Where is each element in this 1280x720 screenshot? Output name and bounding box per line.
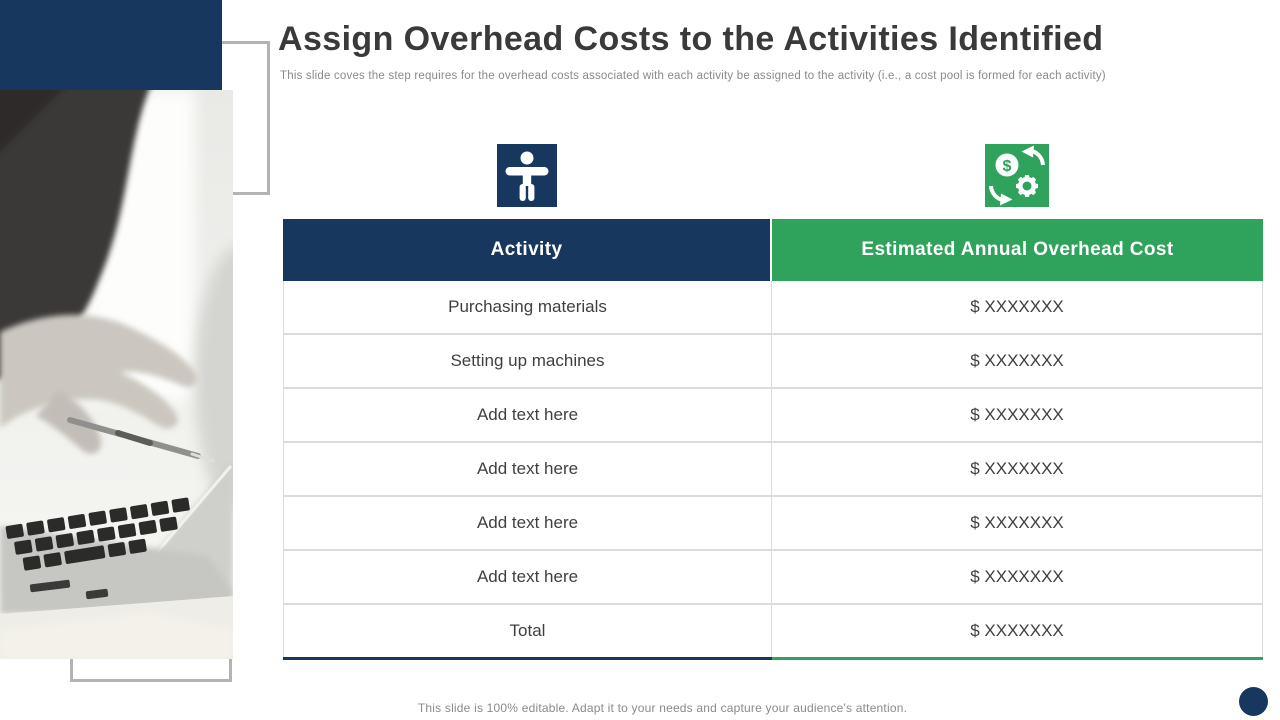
cost-cell[interactable]: $ XXXXXXX — [970, 351, 1064, 370]
table-row: Add text here $ XXXXXXX — [284, 389, 1262, 443]
cost-cell[interactable]: $ XXXXXXX — [970, 513, 1064, 532]
table-row: Add text here $ XXXXXXX — [284, 443, 1262, 497]
accent-green-bar — [772, 657, 1263, 660]
cost-cell-total[interactable]: $ XXXXXXX — [970, 621, 1064, 640]
businessman-photo — [0, 82, 285, 659]
table-row: Setting up machines $ XXXXXXX — [284, 335, 1262, 389]
money-gear-exchange-icon: $ — [985, 144, 1049, 207]
table-body: Purchasing materials $ XXXXXXX Setting u… — [283, 281, 1263, 657]
corner-accent-rect — [0, 0, 222, 90]
cost-cell[interactable]: $ XXXXXXX — [970, 567, 1064, 586]
activity-cell[interactable]: Add text here — [284, 551, 772, 603]
person-icon — [497, 144, 557, 207]
page-title[interactable]: Assign Overhead Costs to the Activities … — [278, 20, 1104, 58]
svg-text:$: $ — [1003, 158, 1012, 175]
activity-cell[interactable]: Purchasing materials — [284, 281, 772, 333]
corner-dot — [1239, 687, 1268, 716]
table-header-row: Activity Estimated Annual Overhead Cost — [283, 219, 1263, 281]
activity-cell[interactable]: Add text here — [284, 443, 772, 495]
activity-cell[interactable]: Setting up machines — [284, 335, 772, 387]
overhead-cost-table: Activity Estimated Annual Overhead Cost … — [283, 219, 1263, 660]
cost-cell[interactable]: $ XXXXXXX — [970, 405, 1064, 424]
column-header-activity: Activity — [283, 219, 772, 281]
accent-navy-bar — [283, 657, 772, 660]
cost-cell[interactable]: $ XXXXXXX — [970, 459, 1064, 478]
activity-cell[interactable]: Add text here — [284, 389, 772, 441]
activity-cell-total[interactable]: Total — [284, 605, 772, 657]
cost-cell[interactable]: $ XXXXXXX — [970, 297, 1064, 316]
table-row: Add text here $ XXXXXXX — [284, 497, 1262, 551]
table-row: Purchasing materials $ XXXXXXX — [284, 281, 1262, 335]
table-row: Add text here $ XXXXXXX — [284, 551, 1262, 605]
table-bottom-accent — [283, 657, 1263, 660]
page-subtitle[interactable]: This slide coves the step requires for t… — [280, 70, 1106, 82]
table-row-total: Total $ XXXXXXX — [284, 605, 1262, 657]
column-header-cost: Estimated Annual Overhead Cost — [772, 219, 1263, 281]
footer-note: This slide is 100% editable. Adapt it to… — [417, 701, 908, 715]
activity-cell[interactable]: Add text here — [284, 497, 772, 549]
